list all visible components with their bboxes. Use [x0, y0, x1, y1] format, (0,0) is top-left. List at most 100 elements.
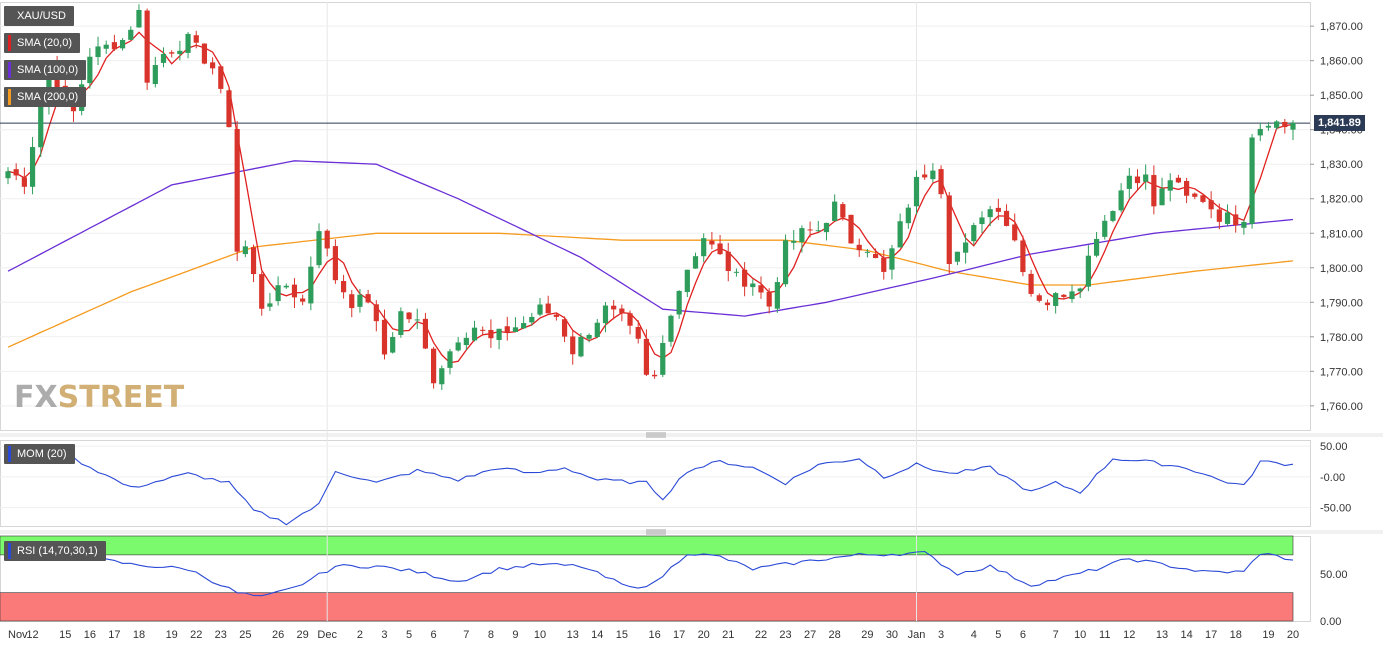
candle — [1093, 238, 1100, 256]
candle — [1069, 291, 1075, 300]
candle — [1077, 288, 1083, 292]
candle — [725, 251, 731, 271]
symbol-label: XAU/USD — [17, 10, 66, 22]
candle — [995, 207, 1001, 212]
rsi-tag[interactable]: RSI (14,70,30,1) — [4, 541, 106, 561]
candle — [169, 52, 175, 54]
sma100-tag[interactable]: SMA (100,0) — [4, 60, 87, 80]
candle — [946, 195, 952, 265]
price-tick-label: 1,870.00 — [1320, 21, 1363, 33]
candle — [1036, 295, 1042, 301]
candle — [201, 43, 208, 64]
candle — [545, 303, 551, 314]
rsi-tick-label: 0.00 — [1320, 616, 1341, 628]
candle — [651, 374, 658, 377]
candle — [954, 251, 961, 262]
date-tick-label: 8 — [488, 629, 494, 641]
candle — [29, 147, 36, 187]
candle — [1110, 211, 1116, 221]
candle — [5, 171, 11, 179]
rsi-overbought-zone — [0, 535, 1294, 556]
candle — [1192, 193, 1198, 197]
date-tick-label: 14 — [591, 629, 603, 641]
candle — [1134, 176, 1141, 184]
candle — [1020, 240, 1026, 273]
candle — [971, 225, 977, 242]
candle — [840, 204, 846, 218]
candle — [422, 318, 429, 349]
symbol-tag[interactable]: XAU/USD — [4, 6, 74, 26]
candle — [504, 326, 510, 333]
date-tick-label: 7 — [463, 629, 469, 641]
candle — [553, 314, 559, 317]
candle — [267, 303, 273, 307]
candle — [799, 228, 805, 243]
candle — [537, 304, 543, 315]
candle — [733, 271, 740, 273]
candle — [177, 50, 183, 55]
date-tick-label: 7 — [1053, 629, 1059, 641]
candle — [414, 319, 420, 321]
price-tick-label: 1,850.00 — [1320, 90, 1363, 102]
candle — [660, 342, 666, 375]
candle — [881, 257, 887, 272]
candle — [635, 327, 641, 339]
date-tick-label: 16 — [648, 629, 660, 641]
candle — [979, 217, 985, 225]
date-tick-label: 9 — [512, 629, 518, 641]
date-tick-label: 14 — [1180, 629, 1192, 641]
date-tick-label: 13 — [1156, 629, 1168, 641]
candle — [488, 329, 494, 339]
sma200-label: SMA (200,0) — [17, 91, 79, 103]
date-tick-label: Dec — [317, 629, 337, 641]
date-tick-label: 3 — [938, 629, 944, 641]
candle — [21, 177, 27, 187]
mom-tag[interactable]: MOM (20) — [4, 444, 75, 464]
sma100-swatch — [8, 62, 11, 78]
date-tick-label: 4 — [971, 629, 977, 641]
sma200-line — [7, 232, 1294, 348]
sma20-swatch — [8, 35, 11, 51]
candle — [439, 368, 445, 385]
candle — [512, 327, 519, 332]
date-tick-label: 17 — [673, 629, 685, 641]
date-tick-label: 15 — [59, 629, 71, 641]
candle — [782, 240, 789, 285]
panel-splitter — [0, 530, 1383, 534]
candle — [987, 209, 993, 218]
date-tick-label: 29 — [297, 629, 309, 641]
candle — [1282, 121, 1288, 128]
sma100-line — [7, 160, 1294, 317]
sma200-tag[interactable]: SMA (200,0) — [4, 87, 87, 107]
candle — [521, 323, 527, 329]
date-tick-label: 2 — [357, 629, 363, 641]
candle — [1118, 190, 1124, 211]
sma20-tag[interactable]: SMA (20,0) — [4, 33, 81, 53]
candle — [95, 46, 101, 58]
date-tick-label: 20 — [698, 629, 710, 641]
candle — [1061, 294, 1067, 297]
candle — [242, 246, 248, 255]
price-tick-label: 1,820.00 — [1320, 194, 1363, 206]
candle — [807, 229, 813, 231]
candle — [872, 253, 879, 259]
date-tick-label: 15 — [616, 629, 628, 641]
candle — [1012, 224, 1018, 241]
candle — [275, 285, 281, 302]
candle — [13, 169, 19, 176]
current-price-tag: 1,841.89 — [1314, 115, 1365, 132]
candle — [766, 292, 772, 307]
candle — [431, 348, 437, 384]
candle — [128, 29, 134, 40]
candle — [676, 290, 682, 315]
candle — [1233, 214, 1239, 226]
date-tick-label: 22 — [755, 629, 767, 641]
date-tick-label: Nov — [8, 629, 28, 641]
date-tick-label: 18 — [133, 629, 145, 641]
rsi-line — [7, 550, 1294, 597]
sma100-label: SMA (100,0) — [17, 64, 79, 76]
candle — [1224, 212, 1231, 224]
date-tick-label: 18 — [1230, 629, 1242, 641]
